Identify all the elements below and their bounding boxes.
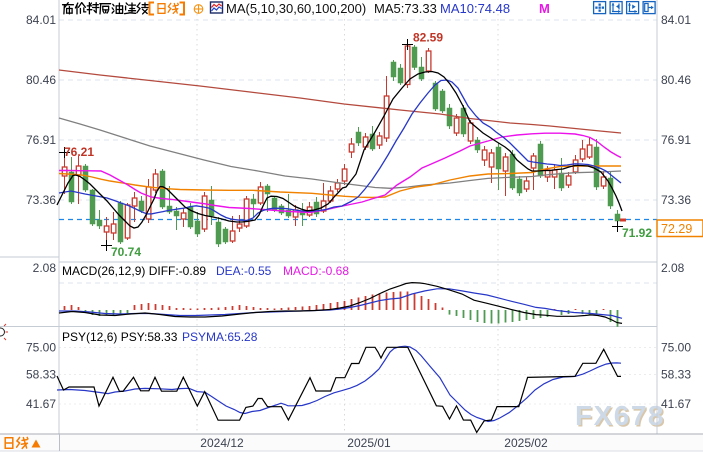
svg-text:84.01: 84.01 xyxy=(661,13,691,27)
svg-text:M: M xyxy=(539,1,550,16)
svg-text:41.67: 41.67 xyxy=(26,397,56,411)
svg-text:80.46: 80.46 xyxy=(661,73,691,87)
svg-text:73.36: 73.36 xyxy=(661,193,691,207)
svg-text:MA10:74.48: MA10:74.48 xyxy=(440,1,510,16)
svg-text:MA5:73.33: MA5:73.33 xyxy=(374,1,437,16)
svg-text:58.33: 58.33 xyxy=(661,368,691,382)
svg-text:MA(5,10,30,60,100,200): MA(5,10,30,60,100,200) xyxy=(226,1,366,16)
svg-text:DEA:-0.55: DEA:-0.55 xyxy=(216,264,272,278)
svg-text:FX678: FX678 xyxy=(577,402,667,433)
svg-text:PSYMA:65.28: PSYMA:65.28 xyxy=(182,330,258,344)
svg-text:70.74: 70.74 xyxy=(111,245,141,259)
svg-text:73.36: 73.36 xyxy=(26,193,56,207)
svg-text:76.21: 76.21 xyxy=(64,145,94,159)
svg-text:PSY(12,6) PSY:58.33: PSY(12,6) PSY:58.33 xyxy=(62,330,178,344)
svg-text:2025/01: 2025/01 xyxy=(347,436,391,450)
svg-text:76.91: 76.91 xyxy=(661,133,691,147)
svg-text:82.59: 82.59 xyxy=(413,31,443,45)
svg-text:72.29: 72.29 xyxy=(661,222,692,236)
svg-text:2.08: 2.08 xyxy=(33,261,57,275)
svg-text:76.91: 76.91 xyxy=(26,133,56,147)
svg-text:75.00: 75.00 xyxy=(661,341,691,355)
svg-text:75.00: 75.00 xyxy=(26,341,56,355)
svg-text:MACD:-0.68: MACD:-0.68 xyxy=(283,264,349,278)
svg-text:2025/02: 2025/02 xyxy=(504,436,548,450)
svg-text:2.08: 2.08 xyxy=(661,261,685,275)
svg-text:71.92: 71.92 xyxy=(622,226,652,240)
svg-text:80.46: 80.46 xyxy=(26,73,56,87)
svg-text:41.67: 41.67 xyxy=(661,397,691,411)
svg-text:58.33: 58.33 xyxy=(26,368,56,382)
svg-text:MACD(26,12,9) DIFF:-0.89: MACD(26,12,9) DIFF:-0.89 xyxy=(62,264,206,278)
svg-text:2024/12: 2024/12 xyxy=(200,436,244,450)
svg-text:FX678: FX678 xyxy=(575,400,665,431)
svg-text:84.01: 84.01 xyxy=(26,13,56,27)
